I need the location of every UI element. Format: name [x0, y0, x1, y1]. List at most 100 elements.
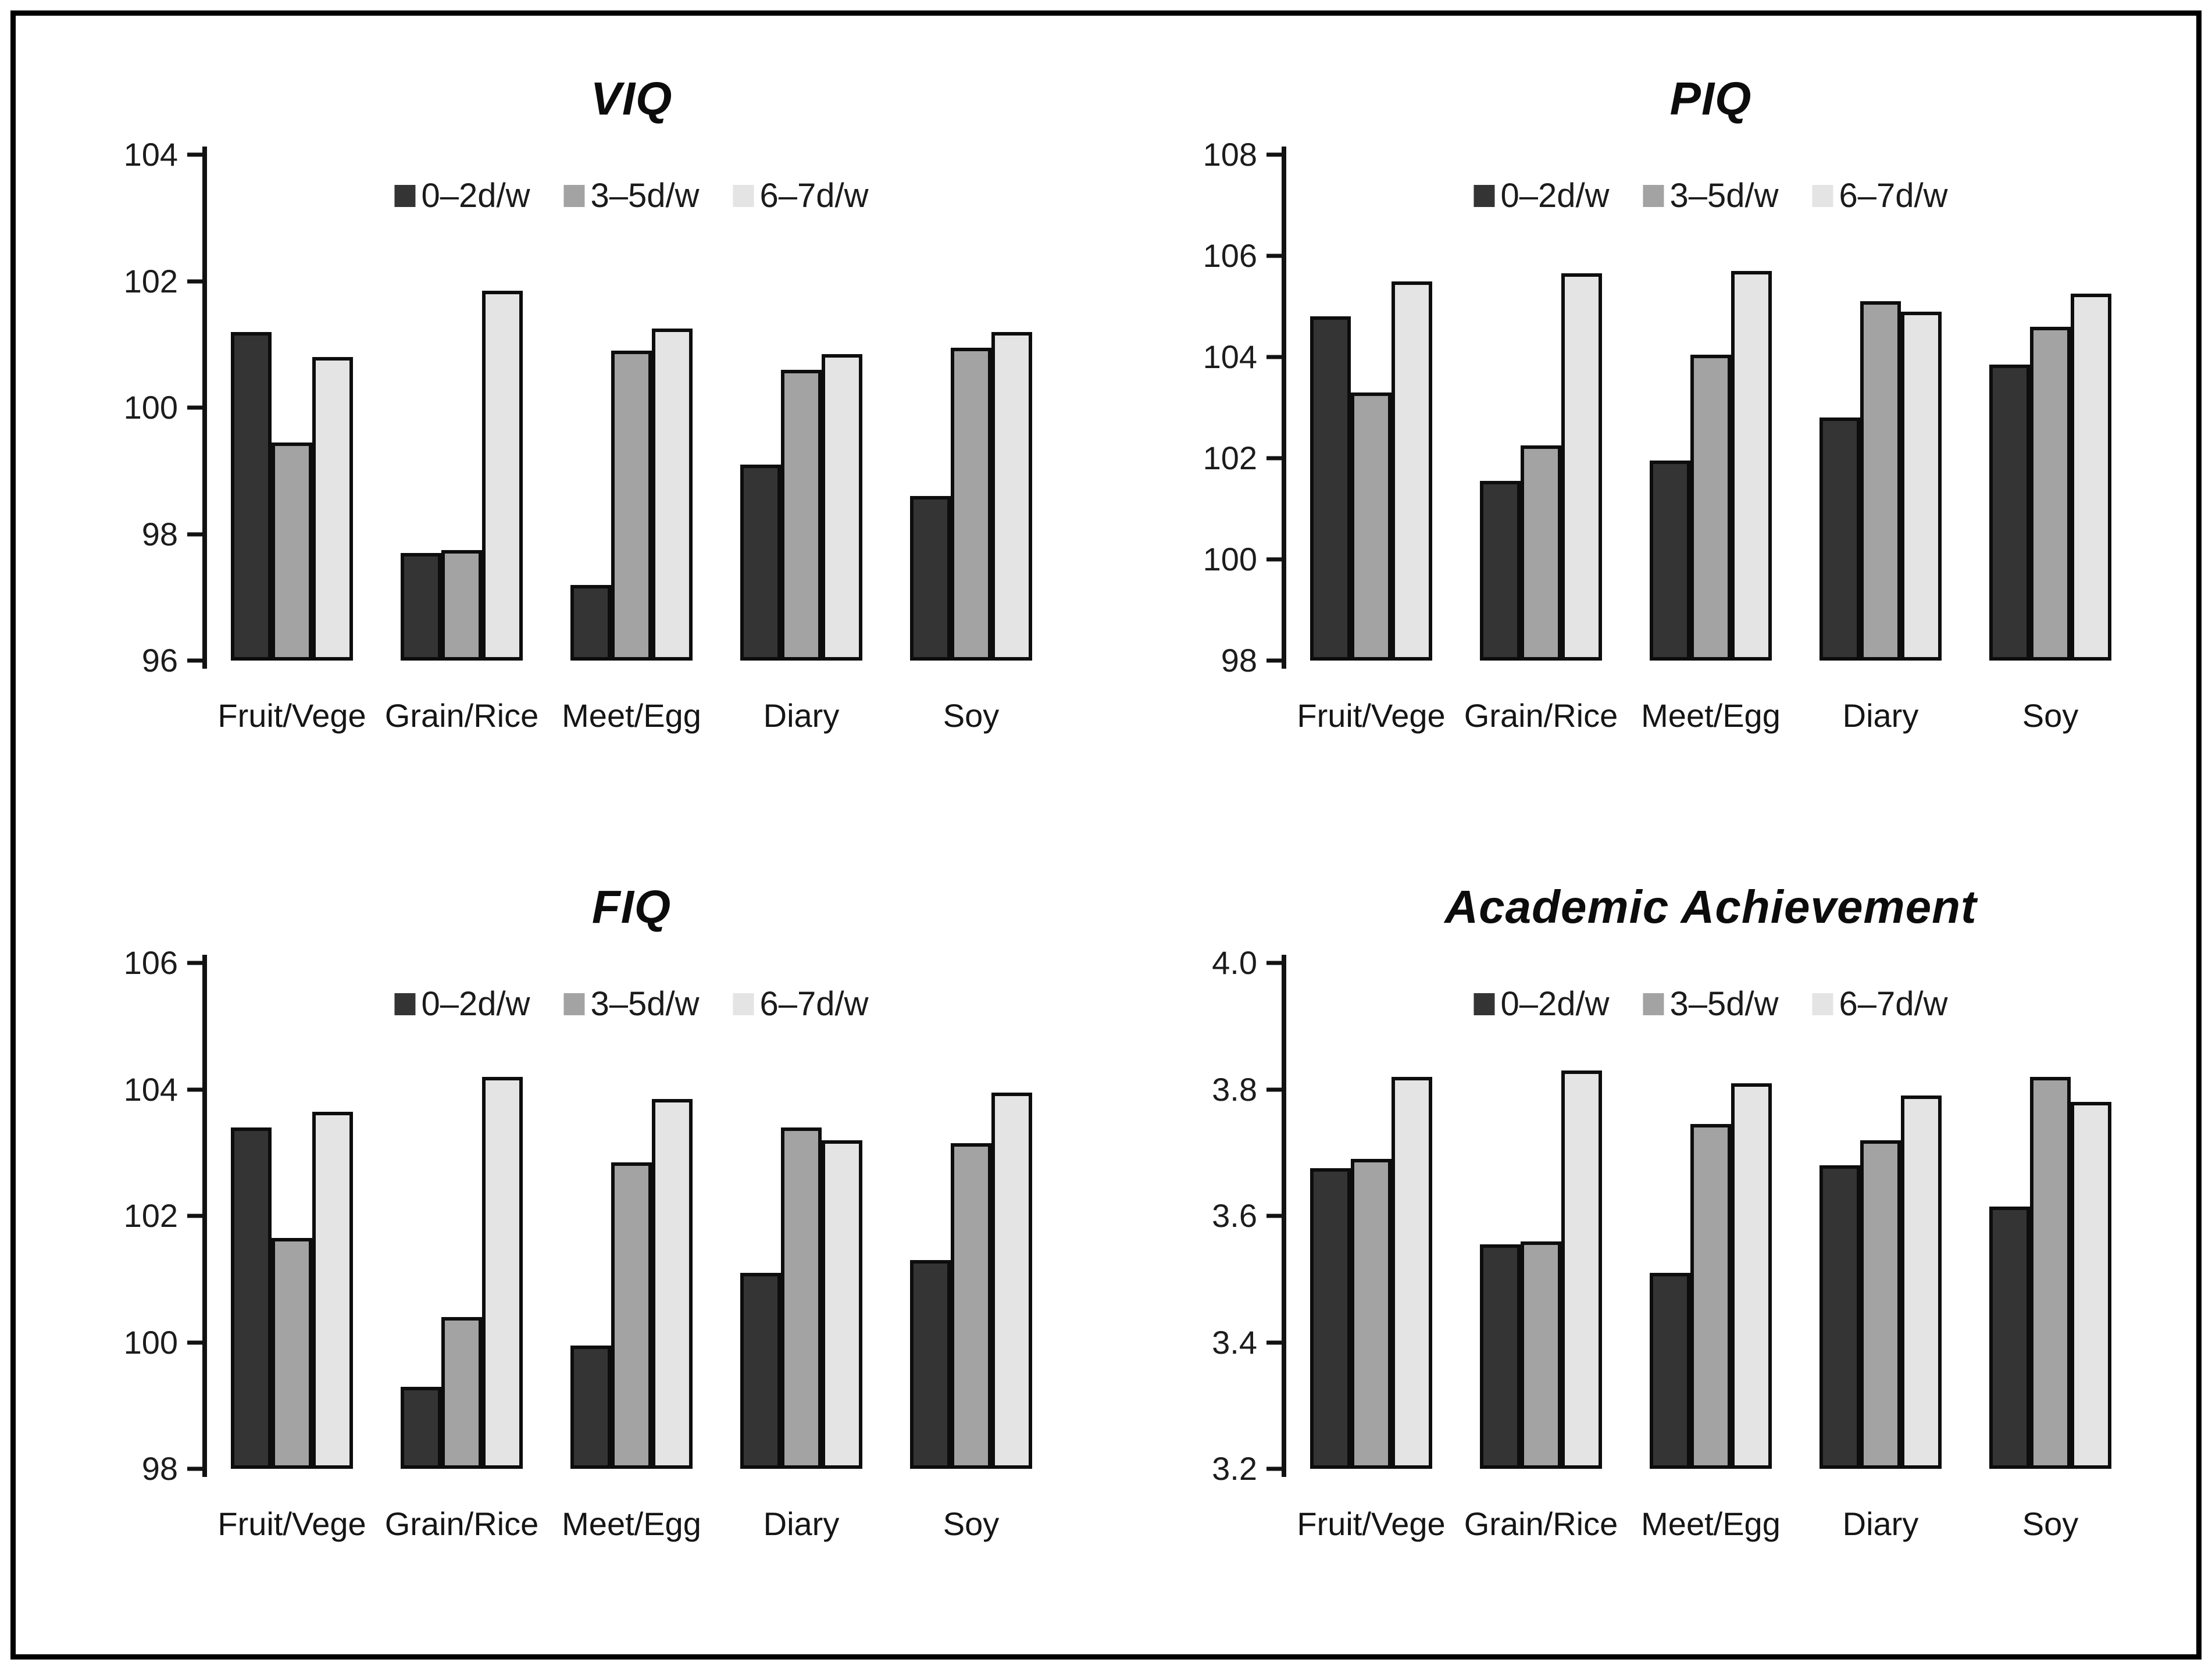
bar — [482, 1076, 523, 1469]
legend-swatch-icon — [394, 185, 416, 207]
y-tick-label: 104 — [123, 136, 178, 173]
bar — [1521, 1241, 1561, 1469]
bar — [1901, 311, 1942, 661]
bar — [570, 584, 611, 661]
panel-viq: VIQ 104 102 100 98 96 Fruit/Vege Grain/Rice Mee… — [27, 27, 1106, 835]
x-category-label: Soy — [2022, 1505, 2079, 1542]
x-category-label: Meet/Egg — [562, 1505, 701, 1542]
bar — [1690, 354, 1731, 661]
legend-swatch-icon — [1812, 185, 1833, 207]
panel-grid: VIQ 104 102 100 98 96 Fruit/Vege Grain/Rice Mee… — [27, 27, 2185, 1643]
y-tick-mark — [1266, 355, 1282, 359]
plot-area: 106 104 102 100 98 Fruit/Vege Grain/Rice Meet/E… — [124, 947, 1056, 1542]
y-tick-label: 100 — [1203, 541, 1257, 577]
legend-label: 3–5d/w — [590, 177, 700, 215]
bar — [1650, 1272, 1690, 1469]
y-tick-mark — [1266, 961, 1282, 965]
y-tick-mark — [1266, 456, 1282, 461]
bar — [740, 464, 781, 661]
x-category-label: Diary — [763, 697, 840, 734]
bar — [231, 1127, 272, 1469]
legend-swatch-icon — [1812, 993, 1833, 1015]
bar — [231, 331, 272, 661]
legend-swatch-icon — [563, 185, 585, 207]
bar — [1310, 316, 1351, 661]
y-tick-label: 3.6 — [1212, 1197, 1257, 1234]
x-category-label: Meet/Egg — [1641, 1505, 1781, 1542]
y-tick-mark — [1266, 557, 1282, 562]
legend-swatch-icon — [1643, 185, 1664, 207]
y-tick-mark — [1266, 1214, 1282, 1218]
legend-item: 3–5d/w — [563, 985, 700, 1023]
legend-label: 3–5d/w — [1669, 177, 1779, 215]
bar — [1690, 1124, 1731, 1469]
bar — [740, 1272, 781, 1469]
y-tick-label: 96 — [141, 642, 178, 679]
bar — [2071, 1102, 2111, 1469]
bar — [822, 1140, 862, 1469]
legend-swatch-icon — [1474, 993, 1495, 1015]
y-tick-mark — [1266, 1340, 1282, 1344]
legend-item: 6–7d/w — [733, 179, 869, 213]
y-tick-label: 98 — [141, 515, 178, 552]
bar — [1860, 301, 1901, 661]
y-tick-label: 104 — [1203, 338, 1257, 375]
bar — [652, 1098, 693, 1469]
legend-swatch-icon — [563, 993, 585, 1015]
x-category-label: Grain/Rice — [1464, 1505, 1618, 1542]
panel-piq: PIQ 108 106 104 102 100 98 Fruit/Vege Grain/Ric… — [1106, 27, 2185, 835]
legend-label: 3–5d/w — [1669, 985, 1779, 1023]
legend-item: 0–2d/w — [1474, 179, 1609, 213]
bar — [781, 369, 822, 661]
y-tick-mark — [1266, 658, 1282, 663]
bar — [1480, 1244, 1521, 1469]
y-tick-label: 98 — [1221, 642, 1257, 679]
x-category-label: Soy — [943, 1505, 1000, 1542]
chart-title: FIQ — [591, 881, 672, 933]
y-tick-label: 102 — [123, 262, 178, 299]
y-axis-line — [202, 955, 207, 1477]
bar — [2071, 294, 2111, 661]
bar — [1819, 418, 1860, 661]
x-category-label: Meet/Egg — [562, 697, 701, 734]
bar — [1860, 1140, 1901, 1469]
legend-item: 3–5d/w — [563, 177, 700, 215]
legend-label: 3–5d/w — [590, 985, 700, 1023]
y-tick-mark — [187, 1087, 202, 1091]
bar — [1310, 1168, 1351, 1469]
y-tick-label: 98 — [141, 1450, 178, 1487]
y-tick-mark — [187, 1340, 202, 1344]
legend-label: 6–7d/w — [759, 177, 869, 215]
legend-label: 0–2d/w — [1500, 985, 1610, 1023]
x-category-label: Diary — [1842, 697, 1919, 734]
y-tick-label: 104 — [123, 1070, 178, 1108]
y-tick-mark — [187, 405, 202, 410]
bar — [1392, 1076, 1432, 1469]
bar — [482, 290, 523, 661]
x-category-label: Grain/Rice — [1464, 697, 1618, 734]
x-category-label: Meet/Egg — [1641, 697, 1781, 734]
bar — [1731, 1083, 1772, 1469]
bar — [2030, 326, 2071, 661]
x-category-label: Fruit/Vege — [1297, 697, 1446, 734]
y-tick-label: 3.2 — [1212, 1450, 1257, 1487]
x-category-label: Grain/Rice — [384, 1505, 539, 1542]
bar — [312, 1111, 353, 1469]
y-tick-mark — [1266, 254, 1282, 258]
x-category-label: Grain/Rice — [384, 697, 539, 734]
x-category-label: Fruit/Vege — [217, 697, 366, 734]
y-tick-mark — [187, 532, 202, 536]
bar — [1561, 1070, 1602, 1469]
bar — [1819, 1165, 1860, 1469]
bar — [1561, 273, 1602, 661]
plot-area: 108 106 104 102 100 98 Fruit/Vege Grain/Rice Mee… — [1203, 138, 2135, 734]
panel-academic-achievement: Academic Achievement 4.0 3.8 3.6 3.4 3.2 Frui… — [1106, 835, 2185, 1643]
x-category-label: Diary — [763, 1505, 840, 1542]
y-tick-mark — [1266, 152, 1282, 157]
legend-swatch-icon — [1643, 993, 1664, 1015]
y-tick-label: 108 — [1203, 136, 1257, 173]
y-tick-mark — [187, 1214, 202, 1218]
y-tick-label: 102 — [1203, 440, 1257, 476]
legend-swatch-icon — [733, 185, 754, 207]
